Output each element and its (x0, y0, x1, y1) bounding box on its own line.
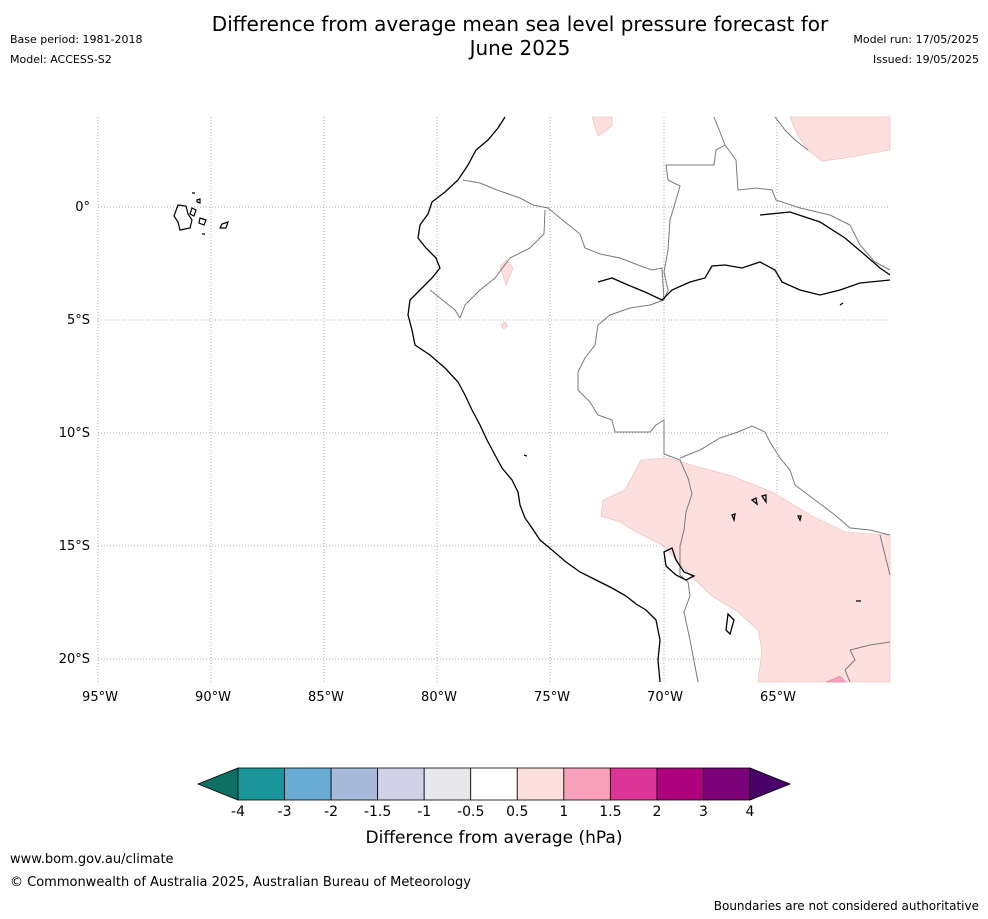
anomaly-region-south (600, 457, 891, 683)
colorbar-tick-label: -1.5 (364, 804, 391, 820)
colorbar-tick-label: -4 (231, 804, 245, 820)
anomaly-region-ecuador (499, 259, 514, 286)
colorbar-swatch (377, 767, 425, 801)
colorbar-tick-label: 1.5 (599, 804, 621, 820)
meta-left: Base period: 1981-2018 Model: ACCESS-S2 (10, 33, 142, 73)
lat-labels: 0° 5°S 10°S 15°S 20°S (59, 200, 90, 667)
colorbar-swatch (703, 767, 751, 801)
pacific-coastline (407, 116, 661, 683)
islet-2 (760, 494, 767, 505)
anomaly-region-northeast (789, 116, 891, 162)
colorbar-swatch (563, 767, 611, 801)
colorbar-tick-label: 2 (652, 804, 661, 820)
colorbar-tick-label: 1 (559, 804, 568, 820)
lon-label: 85°W (308, 690, 344, 705)
colorbar-swatch (284, 767, 332, 801)
river-amazon (597, 261, 891, 301)
river-branch (759, 211, 891, 276)
colorbar-title: Difference from average (hPa) (366, 828, 623, 848)
colorbar-swatch (470, 767, 518, 801)
colorbar-ticks: -4 -3 -2 -1.5 -1 -0.5 0.5 1 1.5 2 3 4 (231, 804, 755, 820)
coastlines (407, 116, 891, 683)
colorbar-arrow-high (749, 767, 792, 801)
lon-labels: 95°W 90°W 85°W 80°W 75°W 70°W 65°W (82, 690, 796, 705)
lat-label: 20°S (59, 652, 90, 667)
lon-label: 65°W (760, 690, 796, 705)
lat-label: 15°S (59, 539, 90, 554)
model-run: Model run: 17/05/2025 (853, 33, 979, 46)
islet-3 (731, 513, 736, 523)
colorbar-tick-label: 0.5 (506, 804, 528, 820)
lake-titicaca (663, 547, 696, 581)
title-line-1: Difference from average mean sea level p… (211, 12, 829, 36)
country-borders (429, 116, 891, 683)
footer-url: www.bom.gov.au/climate (10, 852, 174, 867)
lake-poopo (725, 612, 735, 636)
colorbar-tick-label: -2 (324, 804, 338, 820)
colorbar-swatch (330, 767, 379, 801)
issued-date: Issued: 19/05/2025 (872, 53, 979, 66)
colorbar-swatch (516, 767, 565, 801)
colorbar-swatch (609, 767, 658, 801)
chart-title: Difference from average mean sea level p… (190, 12, 850, 60)
lon-label: 75°W (534, 690, 570, 705)
colorbar-tick-label: 3 (699, 804, 708, 820)
islet-6 (523, 454, 528, 457)
footer-note: Boundaries are not considered authoritat… (713, 899, 979, 913)
base-period: Base period: 1981-2018 (10, 33, 143, 46)
lon-label: 70°W (647, 690, 683, 705)
lon-label: 90°W (195, 690, 231, 705)
meta-right: Model run: 17/05/2025 Issued: 19/05/2025 (853, 33, 979, 73)
lat-label: 10°S (59, 426, 90, 441)
anomaly-region-positive-1-1.5 (825, 675, 847, 683)
colorbar-swatch (423, 767, 472, 801)
lon-label: 80°W (421, 690, 457, 705)
anomaly-region-small (500, 321, 509, 330)
galapagos-islands (173, 192, 229, 235)
colorbar-tick-label: 4 (746, 804, 755, 820)
islet-7 (839, 302, 844, 306)
colorbar-swatch (237, 767, 285, 801)
model-name: Model: ACCESS-S2 (10, 53, 112, 66)
colorbar (196, 767, 792, 801)
colorbar-tick-label: -0.5 (457, 804, 484, 820)
lon-label: 95°W (82, 690, 118, 705)
lat-label: 0° (75, 200, 90, 215)
lat-label: 5°S (67, 313, 90, 328)
title-line-2: June 2025 (469, 36, 571, 60)
islet-4 (796, 515, 802, 522)
islet-1 (750, 497, 758, 506)
colorbar-tick-label: -1 (417, 804, 431, 820)
colorbar-swatch (656, 767, 704, 801)
footer-copyright: © Commonwealth of Australia 2025, Austra… (10, 875, 471, 890)
anomaly-region-north (591, 116, 613, 137)
colorbar-tick-label: -3 (278, 804, 292, 820)
anomaly-shading (499, 116, 891, 683)
colorbar-arrow-low (196, 767, 239, 801)
